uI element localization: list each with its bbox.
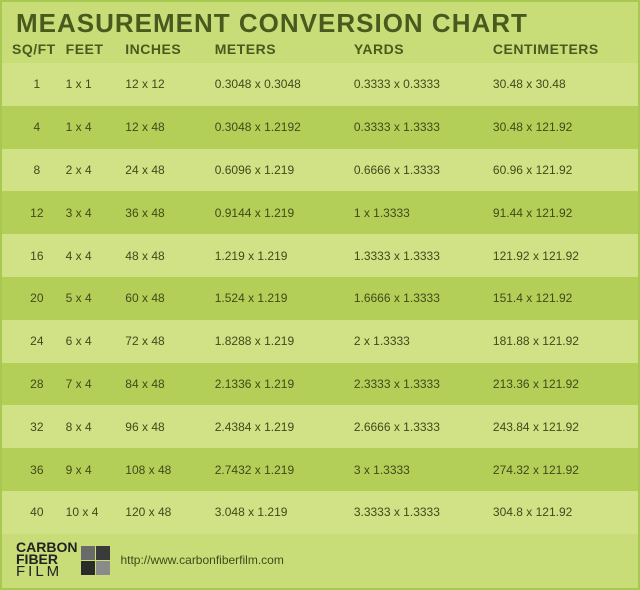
table-cell: 91.44 x 121.92 xyxy=(489,206,628,220)
table-cell: 120 x 48 xyxy=(121,505,210,519)
footer-url: http://www.carbonfiberfilm.com xyxy=(120,553,283,567)
table-cell: 60.96 x 121.92 xyxy=(489,163,628,177)
footer: CARBON FIBER FILM http://www.carbonfiber… xyxy=(2,534,638,589)
table-cell: 0.9144 x 1.219 xyxy=(211,206,350,220)
col-header-feet: FEET xyxy=(62,41,122,57)
table-row: 11 x 112 x 120.3048 x 0.30480.3333 x 0.3… xyxy=(2,63,638,106)
table-cell: 2.7432 x 1.219 xyxy=(211,463,350,477)
table-cell: 4 xyxy=(12,120,62,134)
table-cell: 3.048 x 1.219 xyxy=(211,505,350,519)
table-cell: 2 x 4 xyxy=(62,163,122,177)
logo-line3: FILM xyxy=(16,566,77,579)
table-cell: 10 x 4 xyxy=(62,505,122,519)
table-cell: 5 x 4 xyxy=(62,291,122,305)
table-cell: 1.8288 x 1.219 xyxy=(211,334,350,348)
table-cell: 0.6096 x 1.219 xyxy=(211,163,350,177)
table-row: 4010 x 4120 x 483.048 x 1.2193.3333 x 1.… xyxy=(2,491,638,534)
table-row: 369 x 4108 x 482.7432 x 1.2193 x 1.33332… xyxy=(2,448,638,491)
col-header-yards: YARDS xyxy=(350,41,489,57)
table-cell: 1 xyxy=(12,77,62,91)
table-cell: 30.48 x 30.48 xyxy=(489,77,628,91)
table-cell: 1.524 x 1.219 xyxy=(211,291,350,305)
table-cell: 151.4 x 121.92 xyxy=(489,291,628,305)
table-cell: 4 x 4 xyxy=(62,249,122,263)
table-cell: 32 xyxy=(12,420,62,434)
table-cell: 2.6666 x 1.3333 xyxy=(350,420,489,434)
col-header-cm: CENTIMETERS xyxy=(489,41,628,57)
logo-square xyxy=(81,561,95,575)
table-cell: 3 x 4 xyxy=(62,206,122,220)
logo-square xyxy=(96,561,110,575)
table-cell: 2.3333 x 1.3333 xyxy=(350,377,489,391)
table-cell: 48 x 48 xyxy=(121,249,210,263)
table-row: 246 x 472 x 481.8288 x 1.2192 x 1.333318… xyxy=(2,320,638,363)
table-row: 164 x 448 x 481.219 x 1.2191.3333 x 1.33… xyxy=(2,234,638,277)
table-cell: 16 xyxy=(12,249,62,263)
col-header-inches: INCHES xyxy=(121,41,210,57)
table-cell: 2.4384 x 1.219 xyxy=(211,420,350,434)
table-cell: 24 x 48 xyxy=(121,163,210,177)
table-cell: 36 xyxy=(12,463,62,477)
table-cell: 1.6666 x 1.3333 xyxy=(350,291,489,305)
table-row: 287 x 484 x 482.1336 x 1.2192.3333 x 1.3… xyxy=(2,363,638,406)
table-cell: 304.8 x 121.92 xyxy=(489,505,628,519)
table-cell: 28 xyxy=(12,377,62,391)
table-cell: 12 x 12 xyxy=(121,77,210,91)
table-cell: 0.3333 x 1.3333 xyxy=(350,120,489,134)
table-cell: 12 x 48 xyxy=(121,120,210,134)
table-cell: 12 xyxy=(12,206,62,220)
table-cell: 6 x 4 xyxy=(62,334,122,348)
table-row: 82 x 424 x 480.6096 x 1.2190.6666 x 1.33… xyxy=(2,149,638,192)
table-cell: 243.84 x 121.92 xyxy=(489,420,628,434)
table-cell: 96 x 48 xyxy=(121,420,210,434)
table-cell: 121.92 x 121.92 xyxy=(489,249,628,263)
table-header-row: SQ/FT FEET INCHES METERS YARDS CENTIMETE… xyxy=(2,41,638,63)
table-cell: 2 x 1.3333 xyxy=(350,334,489,348)
table-cell: 8 xyxy=(12,163,62,177)
table-cell: 7 x 4 xyxy=(62,377,122,391)
table-cell: 1 x 1.3333 xyxy=(350,206,489,220)
table-row: 123 x 436 x 480.9144 x 1.2191 x 1.333391… xyxy=(2,191,638,234)
logo-square xyxy=(96,546,110,560)
logo: CARBON FIBER FILM xyxy=(16,542,110,579)
logo-square xyxy=(81,546,95,560)
chart-title: MEASUREMENT CONVERSION CHART xyxy=(2,2,638,41)
table-cell: 1 x 1 xyxy=(62,77,122,91)
table-row: 41 x 412 x 480.3048 x 1.21920.3333 x 1.3… xyxy=(2,106,638,149)
table-cell: 20 xyxy=(12,291,62,305)
table-row: 205 x 460 x 481.524 x 1.2191.6666 x 1.33… xyxy=(2,277,638,320)
table-cell: 274.32 x 121.92 xyxy=(489,463,628,477)
table-cell: 213.36 x 121.92 xyxy=(489,377,628,391)
table-cell: 72 x 48 xyxy=(121,334,210,348)
table-cell: 84 x 48 xyxy=(121,377,210,391)
col-header-sqft: SQ/FT xyxy=(12,41,62,57)
logo-squares-icon xyxy=(81,546,110,575)
table-cell: 0.3048 x 0.3048 xyxy=(211,77,350,91)
chart-container: MEASUREMENT CONVERSION CHART SQ/FT FEET … xyxy=(0,0,640,590)
table-cell: 40 xyxy=(12,505,62,519)
table-cell: 1.219 x 1.219 xyxy=(211,249,350,263)
table-cell: 0.6666 x 1.3333 xyxy=(350,163,489,177)
table-cell: 3.3333 x 1.3333 xyxy=(350,505,489,519)
table-cell: 60 x 48 xyxy=(121,291,210,305)
table-cell: 36 x 48 xyxy=(121,206,210,220)
table-cell: 3 x 1.3333 xyxy=(350,463,489,477)
table-cell: 108 x 48 xyxy=(121,463,210,477)
logo-text: CARBON FIBER FILM xyxy=(16,542,77,579)
table-cell: 30.48 x 121.92 xyxy=(489,120,628,134)
col-header-meters: METERS xyxy=(211,41,350,57)
table-cell: 1.3333 x 1.3333 xyxy=(350,249,489,263)
table-body: 11 x 112 x 120.3048 x 0.30480.3333 x 0.3… xyxy=(2,63,638,534)
table-cell: 2.1336 x 1.219 xyxy=(211,377,350,391)
table-cell: 181.88 x 121.92 xyxy=(489,334,628,348)
table-cell: 1 x 4 xyxy=(62,120,122,134)
table-cell: 8 x 4 xyxy=(62,420,122,434)
table-cell: 0.3048 x 1.2192 xyxy=(211,120,350,134)
table-row: 328 x 496 x 482.4384 x 1.2192.6666 x 1.3… xyxy=(2,405,638,448)
table-cell: 9 x 4 xyxy=(62,463,122,477)
table-cell: 24 xyxy=(12,334,62,348)
table-cell: 0.3333 x 0.3333 xyxy=(350,77,489,91)
